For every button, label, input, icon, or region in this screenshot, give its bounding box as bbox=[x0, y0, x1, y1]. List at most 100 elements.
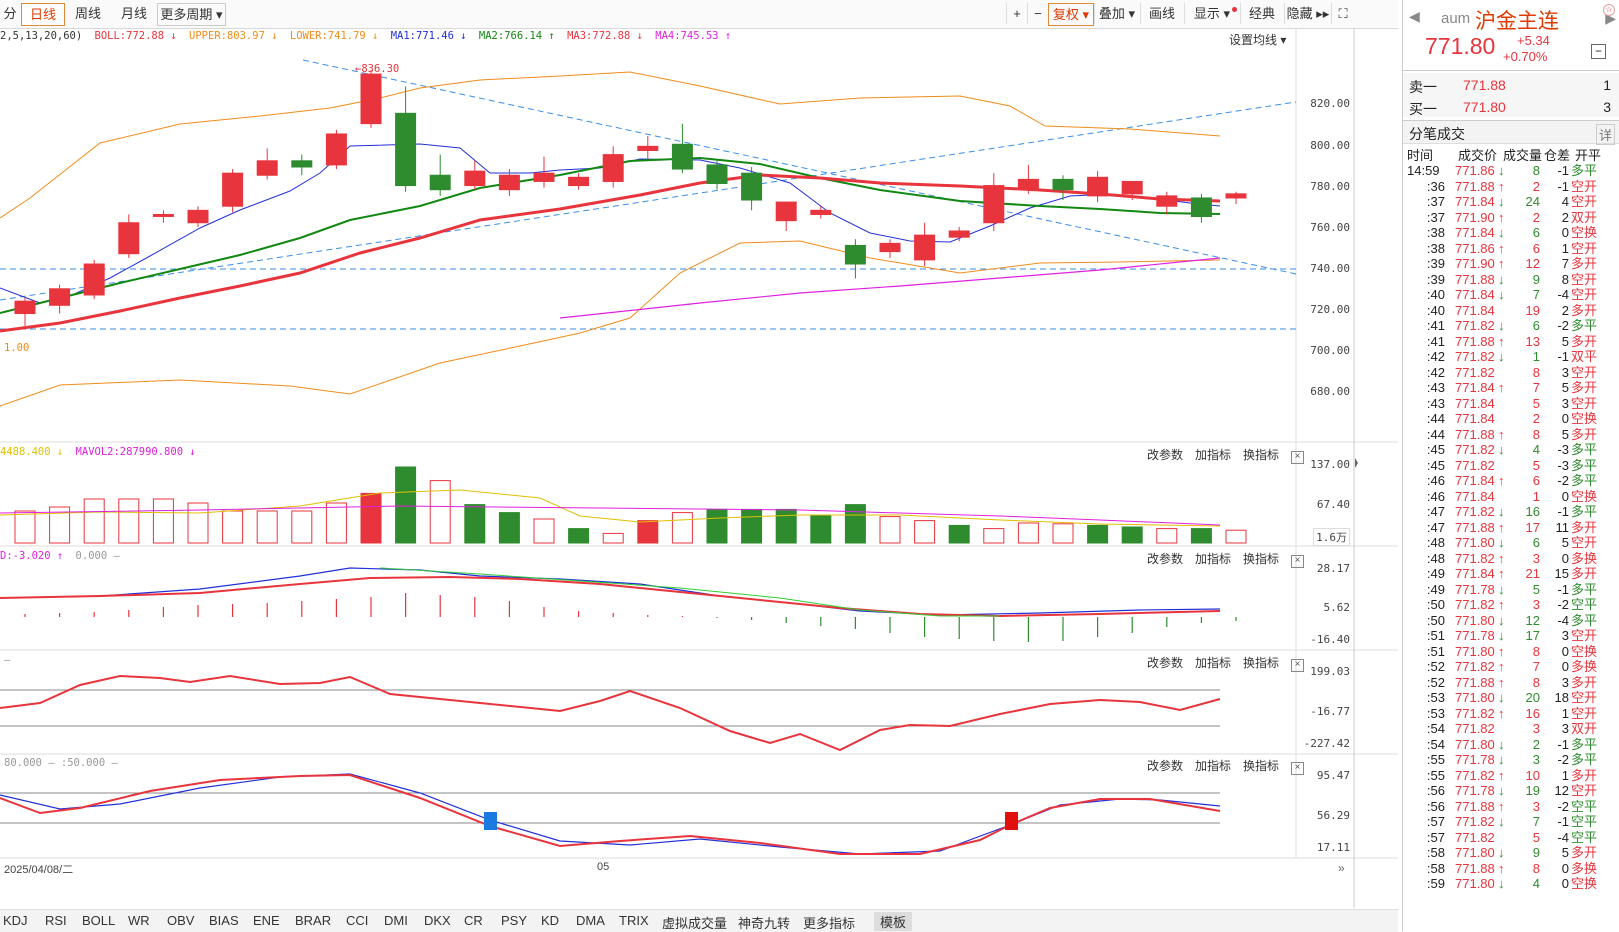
period-daily-tab[interactable]: 日线 bbox=[21, 3, 65, 26]
tick-row: :48 771.82 ↑ 3 0 多换 bbox=[1403, 551, 1619, 567]
close-icon[interactable]: × bbox=[1291, 762, 1305, 775]
y-tick: 680.00 bbox=[1310, 385, 1350, 398]
splitter-arrow-icon[interactable] bbox=[1355, 458, 1358, 468]
indicator-tab[interactable]: 虚拟成交量 bbox=[662, 916, 728, 931]
macd-panel-buttons: 改参数 加指标 换指标 × bbox=[1135, 550, 1305, 568]
tick-oi-change: -4 bbox=[1557, 287, 1569, 302]
indicator-tab[interactable]: DKX bbox=[424, 913, 451, 928]
tick-time: :58 bbox=[1426, 860, 1445, 876]
indicator-tab[interactable]: KD bbox=[541, 913, 560, 928]
candle-body bbox=[325, 133, 347, 166]
draw-line-button[interactable]: 画线 bbox=[1140, 3, 1183, 24]
indicator-tab[interactable]: 模板 bbox=[874, 912, 913, 931]
tick-type: 空开 bbox=[1571, 395, 1598, 411]
indicator-tab[interactable]: CCI bbox=[346, 913, 369, 928]
edit-params-button[interactable]: 改参数 bbox=[1147, 656, 1184, 670]
zoom-in-button[interactable]: + bbox=[1006, 3, 1027, 24]
indicator-tab[interactable]: DMI bbox=[384, 913, 408, 928]
tick-row: :47 771.88 ↑ 17 11 多开 bbox=[1403, 520, 1619, 536]
close-icon[interactable]: × bbox=[1291, 659, 1305, 672]
indicator-tab[interactable]: BIAS bbox=[209, 913, 239, 928]
indicator-tab[interactable]: 更多指标 bbox=[803, 916, 856, 931]
tick-type: 多平 bbox=[1571, 163, 1598, 178]
adjust-rights-dropdown[interactable]: 复权 ▾ bbox=[1048, 3, 1094, 26]
scroll-right-icon[interactable]: » bbox=[1338, 861, 1345, 875]
zoom-out-button[interactable]: − bbox=[1027, 3, 1048, 24]
legend-boll: BOLL:772.88 ↓ bbox=[94, 30, 177, 42]
indicator-tabs: KDJ RSI BOLL WR OBV BIAS ENE BRAR CCI DMI DKX CR PSY… bbox=[0, 909, 1398, 932]
switch-indicator-button[interactable]: 换指标 bbox=[1243, 656, 1280, 670]
volume-bar bbox=[222, 510, 244, 544]
tick-arrow: ↓ bbox=[1498, 581, 1505, 597]
indicator-tab[interactable]: BOLL bbox=[82, 913, 116, 928]
indicator-tab[interactable]: ENE bbox=[253, 913, 280, 928]
add-indicator-button[interactable]: 加指标 bbox=[1195, 552, 1232, 566]
tick-type: 多开 bbox=[1571, 302, 1598, 318]
indicator-tab[interactable]: 神奇九转 bbox=[738, 916, 791, 931]
display-dropdown[interactable]: 显示 ▾ bbox=[1184, 3, 1239, 24]
kline-chart[interactable]: ←836.30 1.00 » bbox=[0, 28, 1398, 908]
collapse-icon[interactable]: − bbox=[1591, 44, 1606, 59]
legend-lower: LOWER:741.79 ↓ bbox=[289, 30, 379, 42]
indicator-tab[interactable]: KDJ bbox=[3, 913, 28, 928]
tick-row: :39 771.90 ↑ 12 7 多开 bbox=[1403, 256, 1619, 272]
tick-volume: 8 bbox=[1532, 643, 1540, 659]
fullscreen-icon[interactable]: ⛶ bbox=[1331, 3, 1354, 24]
add-indicator-button[interactable]: 加指标 bbox=[1195, 759, 1232, 773]
prev-symbol-icon[interactable]: ◀ bbox=[1409, 8, 1420, 24]
tick-type: 多平 bbox=[1571, 612, 1598, 628]
indicator-tab[interactable]: WR bbox=[128, 913, 150, 928]
hide-button[interactable]: 隐藏 ▸▸ bbox=[1284, 3, 1331, 24]
period-monthly-tab[interactable]: 月线 bbox=[120, 6, 147, 21]
indicator-tab[interactable]: BRAR bbox=[295, 913, 332, 928]
tick-row: :49 771.78 ↓ 5 -1 多平 bbox=[1403, 582, 1619, 598]
tick-time: :47 bbox=[1426, 519, 1445, 535]
candle-body bbox=[1225, 193, 1247, 199]
tick-volume: 12 bbox=[1525, 612, 1540, 628]
favorite-icon[interactable]: ☆ bbox=[1603, 4, 1615, 16]
tick-oi-change: 5 bbox=[1561, 845, 1569, 860]
close-icon[interactable]: × bbox=[1291, 451, 1305, 464]
period-weekly-tab[interactable]: 周线 bbox=[74, 6, 101, 21]
bid-label: 买一 bbox=[1409, 101, 1437, 117]
ma-settings-dropdown[interactable]: 设置均线 ▾ bbox=[1229, 33, 1287, 47]
more-periods-dropdown[interactable]: 更多周期 ▾ bbox=[157, 3, 226, 26]
switch-indicator-button[interactable]: 换指标 bbox=[1243, 448, 1280, 462]
edit-params-button[interactable]: 改参数 bbox=[1147, 759, 1184, 773]
classic-button[interactable]: 经典 bbox=[1240, 3, 1283, 24]
switch-indicator-button[interactable]: 换指标 bbox=[1243, 552, 1280, 566]
add-indicator-button[interactable]: 加指标 bbox=[1195, 656, 1232, 670]
tick-time: :47 bbox=[1426, 504, 1445, 519]
tick-arrow: ↑ bbox=[1498, 705, 1505, 721]
detail-button[interactable]: 详 bbox=[1596, 124, 1616, 145]
tick-type: 空开 bbox=[1571, 178, 1598, 194]
edit-params-button[interactable]: 改参数 bbox=[1147, 448, 1184, 462]
tick-oi-change: 1 bbox=[1561, 240, 1569, 256]
tick-price: 771.88 bbox=[1455, 178, 1495, 194]
edit-params-button[interactable]: 改参数 bbox=[1147, 552, 1184, 566]
indicator-tab[interactable]: PSY bbox=[501, 913, 528, 928]
legend-ma1: MA1:771.46 ↓ bbox=[390, 30, 467, 42]
tick-type: 空换 bbox=[1571, 411, 1598, 426]
close-icon[interactable]: × bbox=[1291, 555, 1305, 568]
overlay-dropdown[interactable]: 叠加 ▾ bbox=[1094, 3, 1139, 24]
tick-oi-change: 0 bbox=[1561, 643, 1569, 659]
tick-volume: 13 bbox=[1525, 333, 1540, 349]
volume-bar bbox=[498, 512, 520, 544]
indicator-tab[interactable]: TRIX bbox=[619, 913, 649, 928]
ticks-list: 14:59 771.86 ↓ 8 -1 多平:36 771.88 ↑ 2 -1 空开:37 771.8… bbox=[1403, 163, 1619, 931]
indicator-tab[interactable]: OBV bbox=[167, 913, 195, 928]
switch-indicator-button[interactable]: 换指标 bbox=[1243, 759, 1280, 773]
period-minute-tab[interactable]: 分钟 bbox=[3, 6, 17, 21]
kdj-panel-buttons: 改参数 加指标 换指标 × bbox=[1135, 757, 1305, 775]
next-symbol-icon[interactable]: ▶ bbox=[1605, 10, 1616, 26]
tick-arrow: ↑ bbox=[1498, 380, 1505, 395]
indicator-tab[interactable]: CR bbox=[464, 913, 483, 928]
tick-oi-change: -1 bbox=[1557, 349, 1569, 364]
tick-arrow: ↓ bbox=[1498, 163, 1505, 178]
tick-type: 空开 bbox=[1571, 240, 1598, 256]
indicator-tab[interactable]: RSI bbox=[45, 913, 67, 928]
candle-body bbox=[568, 176, 590, 187]
indicator-tab[interactable]: DMA bbox=[576, 913, 605, 928]
add-indicator-button[interactable]: 加指标 bbox=[1195, 448, 1232, 462]
